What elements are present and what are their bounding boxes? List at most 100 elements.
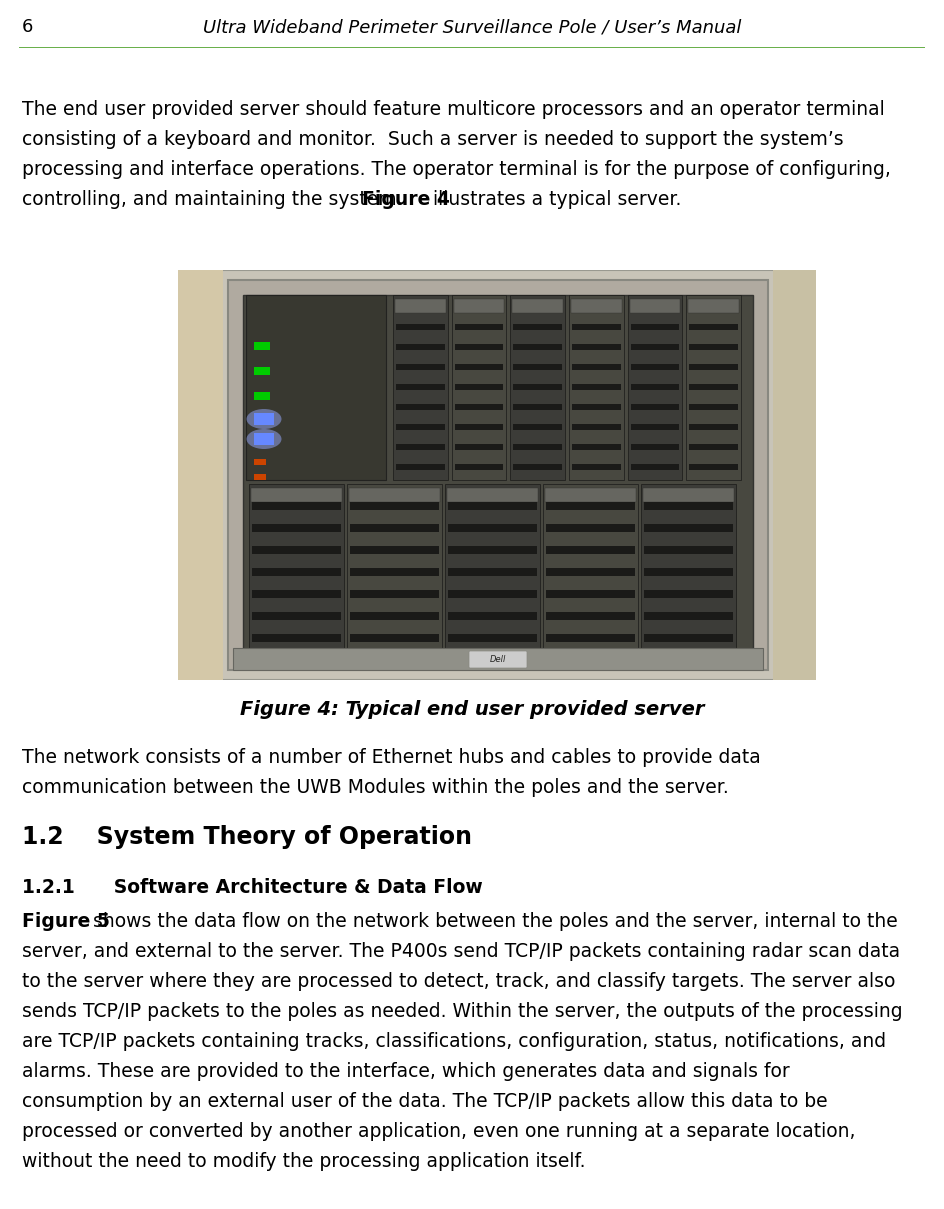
Bar — [251, 488, 342, 502]
Bar — [254, 392, 270, 400]
Bar — [689, 444, 738, 450]
Bar — [350, 612, 439, 620]
Text: controlling, and maintaining the system.: controlling, and maintaining the system. — [22, 190, 414, 209]
Bar — [628, 295, 683, 480]
Text: shows the data flow on the network between the poles and the server, internal to: shows the data flow on the network betwe… — [87, 912, 898, 931]
Bar — [252, 590, 341, 598]
Bar — [572, 364, 620, 370]
Bar — [396, 444, 445, 450]
Bar — [448, 634, 537, 642]
Bar — [569, 295, 624, 480]
Bar — [243, 295, 753, 655]
Bar — [254, 459, 266, 465]
Bar — [644, 634, 733, 642]
Bar — [396, 424, 445, 430]
Bar — [455, 404, 503, 410]
Text: to the server where they are processed to detect, track, and classify targets. T: to the server where they are processed t… — [22, 972, 895, 991]
Bar — [254, 433, 274, 445]
Bar — [451, 295, 506, 480]
Bar — [644, 612, 733, 620]
Bar — [393, 295, 447, 480]
Bar — [448, 612, 537, 620]
Bar — [514, 384, 562, 391]
Bar — [546, 546, 635, 554]
Text: Ultra Wideband Perimeter Surveillance Pole / User’s Manual: Ultra Wideband Perimeter Surveillance Po… — [203, 18, 741, 36]
Bar — [514, 464, 562, 470]
Bar — [571, 299, 622, 313]
Bar — [249, 484, 344, 652]
Text: illustrates a typical server.: illustrates a typical server. — [427, 190, 682, 209]
Bar — [228, 280, 768, 670]
Bar — [396, 464, 445, 470]
Bar — [511, 295, 565, 480]
Bar — [455, 364, 503, 370]
Bar — [448, 502, 537, 510]
Bar — [455, 464, 503, 470]
Bar — [233, 648, 763, 670]
Bar — [546, 634, 635, 642]
Bar — [572, 345, 620, 349]
Bar — [546, 502, 635, 510]
Text: Figure 5: Figure 5 — [22, 912, 110, 931]
Bar — [689, 364, 738, 370]
Text: processed or converted by another application, even one running at a separate lo: processed or converted by another applic… — [22, 1122, 855, 1141]
Bar — [630, 299, 681, 313]
Text: communication between the UWB Modules within the poles and the server.: communication between the UWB Modules wi… — [22, 779, 729, 797]
Bar — [447, 488, 538, 502]
Bar — [631, 324, 680, 330]
Text: consisting of a keyboard and monitor.  Such a server is needed to support the sy: consisting of a keyboard and monitor. Su… — [22, 131, 844, 149]
Bar — [514, 324, 562, 330]
Bar — [688, 299, 739, 313]
Bar — [643, 488, 734, 502]
Bar — [514, 444, 562, 450]
Bar — [513, 299, 563, 313]
Text: consumption by an external user of the data. The TCP/IP packets allow this data : consumption by an external user of the d… — [22, 1092, 828, 1111]
Bar — [514, 364, 562, 370]
Bar — [631, 404, 680, 410]
Bar — [631, 464, 680, 470]
Text: Figure 4: Figure 4 — [362, 190, 450, 209]
Bar — [689, 404, 738, 410]
Bar — [572, 404, 620, 410]
Bar — [396, 384, 445, 391]
Bar — [773, 270, 816, 679]
Text: Dell: Dell — [490, 655, 506, 665]
Bar — [689, 424, 738, 430]
Bar — [572, 384, 620, 391]
Bar — [254, 413, 274, 426]
Bar — [188, 640, 203, 679]
Bar — [396, 345, 445, 349]
Bar — [631, 384, 680, 391]
Bar — [546, 612, 635, 620]
Text: 1.2    System Theory of Operation: 1.2 System Theory of Operation — [22, 825, 472, 849]
Bar — [350, 568, 439, 575]
Text: sends TCP/IP packets to the poles as needed. Within the server, the outputs of t: sends TCP/IP packets to the poles as nee… — [22, 1002, 902, 1020]
Bar — [572, 324, 620, 330]
Bar — [254, 368, 270, 375]
Bar — [448, 546, 537, 554]
Bar — [350, 590, 439, 598]
Bar — [546, 568, 635, 575]
Bar — [252, 546, 341, 554]
Bar — [514, 404, 562, 410]
Bar — [350, 523, 439, 532]
Bar — [641, 484, 736, 652]
Bar — [631, 424, 680, 430]
Bar — [252, 612, 341, 620]
Text: The end user provided server should feature multicore processors and an operator: The end user provided server should feat… — [22, 100, 885, 118]
Text: server, and external to the server. The P400s send TCP/IP packets containing rad: server, and external to the server. The … — [22, 942, 901, 961]
Bar — [454, 299, 504, 313]
Bar — [350, 502, 439, 510]
Bar — [254, 342, 270, 349]
Bar — [246, 295, 386, 480]
Bar — [396, 404, 445, 410]
Bar — [689, 464, 738, 470]
Bar — [644, 502, 733, 510]
Bar — [349, 488, 440, 502]
Bar — [689, 345, 738, 349]
Bar — [252, 502, 341, 510]
Text: 1.2.1      Software Architecture & Data Flow: 1.2.1 Software Architecture & Data Flow — [22, 878, 482, 897]
Bar — [178, 270, 223, 679]
Bar — [546, 590, 635, 598]
Bar — [644, 546, 733, 554]
